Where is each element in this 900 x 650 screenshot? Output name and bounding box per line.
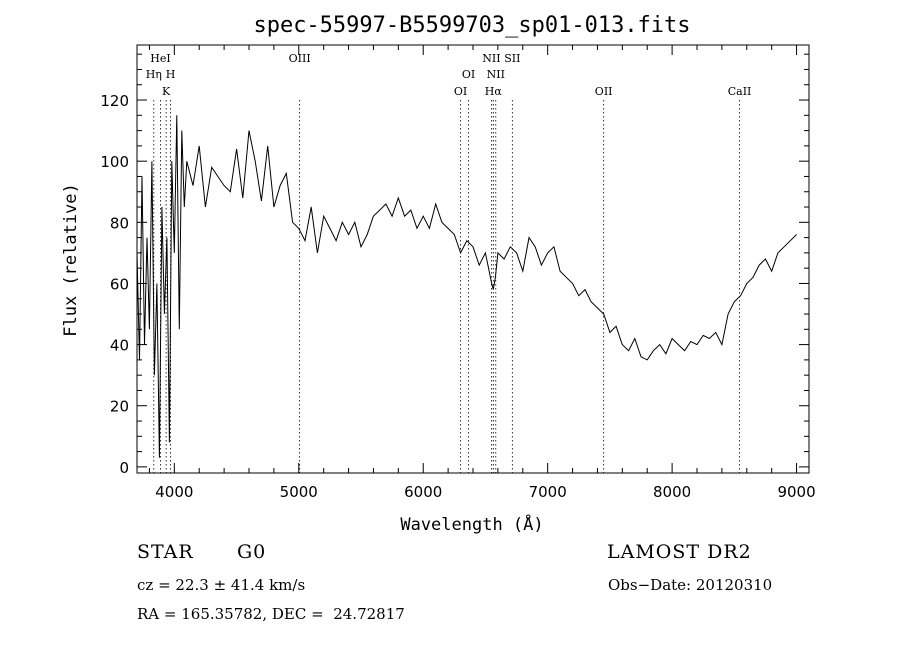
series-spectrum-line <box>136 115 797 458</box>
line-label: NII <box>487 68 505 81</box>
line-label: HeI <box>150 52 170 65</box>
line-label: K <box>162 85 171 98</box>
obs-date: Obs−Date: 20120310 <box>608 576 773 594</box>
y-tick-label: 100 <box>100 153 129 171</box>
x-tick-label: 5000 <box>280 483 318 501</box>
x-axis-label: Wavelength (Å) <box>400 513 543 535</box>
emission-line-markers: HeI Hη HK OIII OI OI NII NII Hα SII OII CaII <box>146 52 752 473</box>
line-label: SII <box>504 52 520 65</box>
y-axis-label: Flux (relative) <box>61 183 81 337</box>
redshift-text: cz = 22.3 ± 41.4 km/s <box>137 576 306 594</box>
line-label: Hη <box>146 68 162 81</box>
line-label: Hα <box>485 85 503 98</box>
y-tick-label: 0 <box>119 459 129 477</box>
y-tick-label: 20 <box>110 398 129 416</box>
x-tick-label: 6000 <box>404 483 442 501</box>
y-tick-label: 40 <box>110 337 129 355</box>
line-label: OII <box>595 85 613 98</box>
line-label: NII <box>482 52 500 65</box>
line-label: CaII <box>728 85 752 98</box>
x-tick-label: 9000 <box>777 483 815 501</box>
x-tick-label: 8000 <box>653 483 691 501</box>
y-tick-label: 60 <box>110 275 129 293</box>
line-label: OIII <box>289 52 311 65</box>
line-label: H <box>166 68 176 81</box>
y-tick-label: 80 <box>110 214 129 232</box>
chart-title: spec-55997-B5599703_sp01-013.fits <box>253 13 690 38</box>
object-class: STAR <box>137 541 194 563</box>
x-tick-label: 4000 <box>155 483 193 501</box>
plot-frame <box>136 44 810 474</box>
axis-ticks: 4000 5000 6000 7000 8000 9000 0 20 40 60 80 100 120 <box>100 45 816 501</box>
line-label: OI <box>454 85 467 98</box>
coordinates-text: RA = 165.35782, DEC = 24.72817 <box>137 605 405 623</box>
x-tick-label: 7000 <box>529 483 567 501</box>
object-subclass: G0 <box>237 541 267 563</box>
survey-name: LAMOST DR2 <box>607 541 752 563</box>
y-tick-label: 120 <box>100 92 129 110</box>
line-label: OI <box>462 68 475 81</box>
